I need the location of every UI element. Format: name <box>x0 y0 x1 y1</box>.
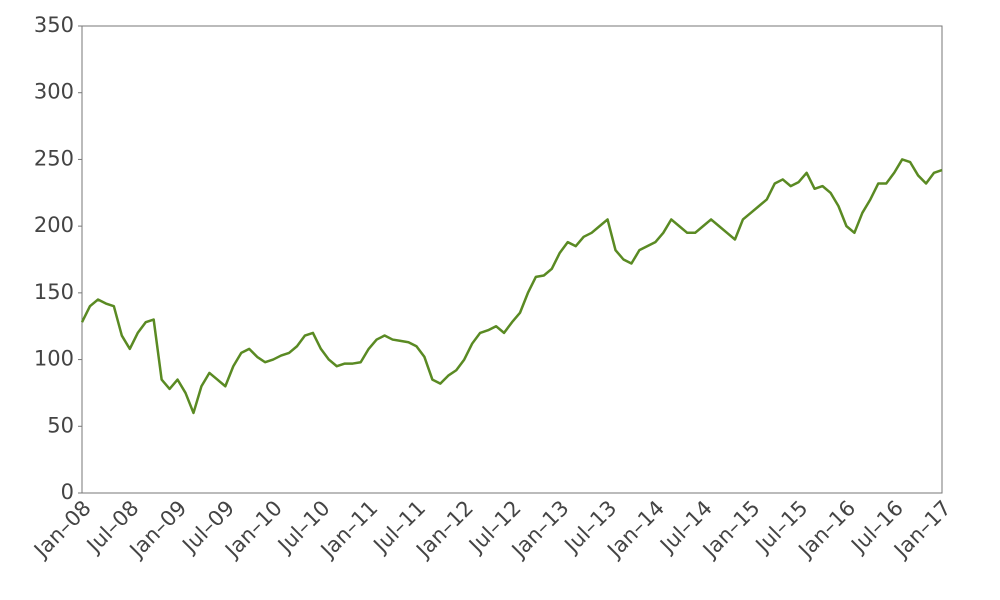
plot-frame <box>81 25 943 494</box>
y-tick-label: 250 <box>34 146 74 170</box>
y-tick-label: 100 <box>34 347 74 371</box>
y-tick-label: 200 <box>34 213 74 237</box>
x-tick-label: Jan–08 <box>28 496 96 564</box>
y-tick-label: 150 <box>34 280 74 304</box>
y-tick-label: 350 <box>34 13 74 37</box>
y-tick-label: 0 <box>61 480 74 504</box>
y-tick-label: 300 <box>34 80 74 104</box>
y-tick-label: 50 <box>47 413 74 437</box>
price-line <box>80 158 943 415</box>
